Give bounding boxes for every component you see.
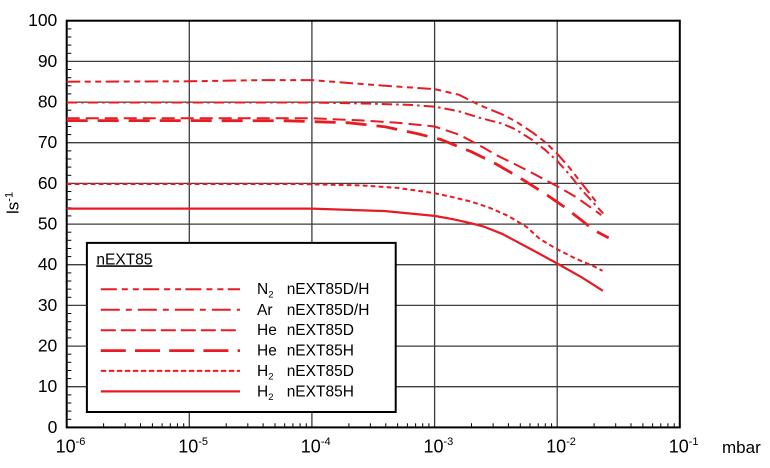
svg-text:nEXT85H: nEXT85H	[287, 343, 354, 360]
svg-text:40: 40	[38, 254, 58, 274]
svg-text:0: 0	[48, 417, 58, 437]
svg-text:100: 100	[28, 10, 57, 30]
svg-text:Ar: Ar	[257, 302, 273, 319]
svg-text:He: He	[257, 343, 277, 360]
svg-text:nEXT85D: nEXT85D	[287, 322, 354, 339]
svg-text:70: 70	[38, 132, 58, 152]
svg-text:20: 20	[38, 336, 58, 356]
svg-text:90: 90	[38, 51, 58, 71]
svg-text:He: He	[257, 322, 277, 339]
svg-text:10: 10	[38, 376, 58, 396]
svg-text:nEXT85D/H: nEXT85D/H	[287, 281, 370, 298]
svg-text:nEXT85H: nEXT85H	[287, 383, 354, 400]
svg-text:nEXT85D: nEXT85D	[287, 363, 354, 380]
svg-text:30: 30	[38, 295, 58, 315]
svg-text:60: 60	[38, 173, 58, 193]
svg-text:nEXT85D/H: nEXT85D/H	[287, 302, 370, 319]
svg-text:mbar: mbar	[722, 438, 761, 457]
svg-text:80: 80	[38, 92, 58, 112]
svg-text:50: 50	[38, 214, 58, 234]
svg-text:nEXT85: nEXT85	[96, 251, 152, 268]
